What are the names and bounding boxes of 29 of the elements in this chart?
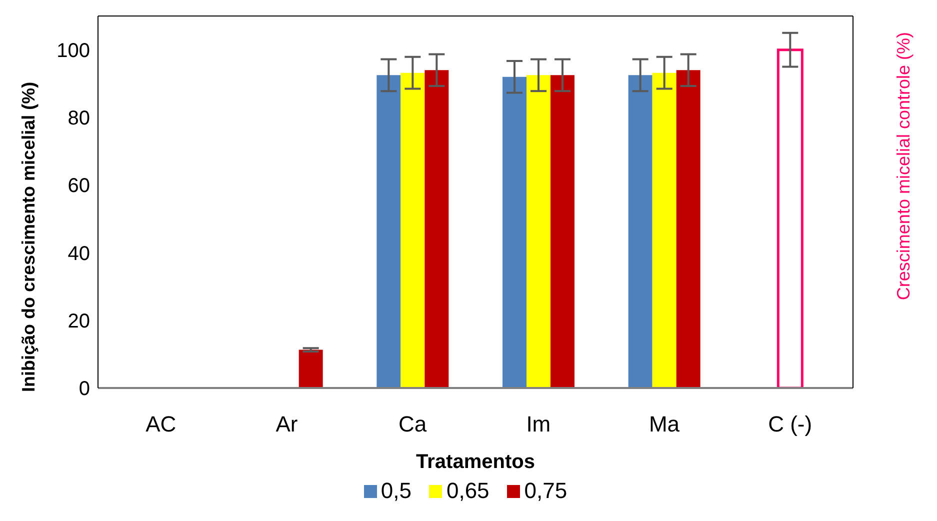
legend-label: 0,5 [380,478,412,504]
bar [550,75,574,388]
y-tick-label: 100 [56,40,90,62]
x-tick-label: Ma [648,412,680,437]
y-tick-label: 40 [68,242,90,265]
bar [424,70,449,388]
bar [376,75,401,388]
legend-label: 0,65 [446,478,490,504]
y-tick-label: 80 [68,108,90,130]
y-tick-label: 0 [78,378,90,400]
y-tick-label: 60 [68,175,90,198]
y2-axis-title: Crescimento micelial controle (%) [893,32,914,300]
bar [628,75,652,388]
bar [526,75,550,388]
bar [776,48,804,388]
x-tick-label: C (-) [768,412,812,437]
bar [400,72,425,388]
bar [652,72,676,388]
bar [298,350,323,388]
x-tick-label: Ca [398,412,428,437]
x-tick-label: AC [146,412,176,437]
legend-label: 0,75 [524,478,568,504]
y-axis-title: Inibição do crescimento micelial (%) [18,82,38,392]
x-tick-label: Im [526,412,551,437]
bar [502,76,526,388]
x-tick-label: Ar [276,412,298,437]
bar [676,70,700,388]
x-axis-title: Tratamentos [416,451,535,473]
y-tick-label: 20 [68,310,90,332]
